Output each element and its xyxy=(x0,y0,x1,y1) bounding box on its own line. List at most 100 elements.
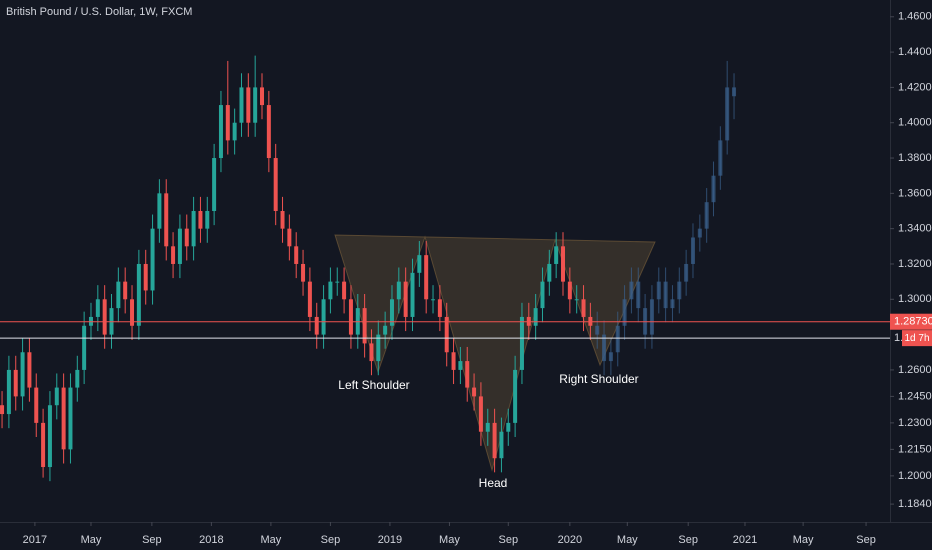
candle-body xyxy=(608,352,613,362)
x-tick-label: 2017 xyxy=(23,534,47,546)
candle-body xyxy=(697,228,702,238)
candle-body xyxy=(212,158,217,212)
candle-body xyxy=(239,87,244,123)
candle-body xyxy=(362,308,367,344)
candle-body xyxy=(561,246,566,282)
candle-body xyxy=(615,325,620,353)
y-tick-label: 1.36000 xyxy=(898,187,932,199)
candle-body xyxy=(499,431,504,459)
candle-body xyxy=(649,299,654,335)
candle-body xyxy=(465,361,470,388)
candle-body xyxy=(472,387,477,397)
y-tick-label: 1.24500 xyxy=(898,390,932,402)
candle-body xyxy=(396,281,401,300)
candle-body xyxy=(273,158,278,212)
candle-body xyxy=(540,281,545,309)
y-tick-label: 1.18400 xyxy=(898,498,932,510)
candle-body xyxy=(68,387,73,450)
y-tick-label: 1.30000 xyxy=(898,293,932,305)
candle-body xyxy=(725,87,730,141)
candle-body xyxy=(376,334,381,362)
x-tick-label: May xyxy=(793,534,814,546)
candle-body xyxy=(294,246,299,264)
candle-body xyxy=(150,228,155,291)
candle-body xyxy=(136,263,141,326)
x-tick-label: 2019 xyxy=(378,534,402,546)
candle-body xyxy=(704,202,709,229)
y-tick-label: 1.40000 xyxy=(898,117,932,129)
candle-body xyxy=(20,352,25,397)
candle-body xyxy=(732,87,737,97)
candle-body xyxy=(6,369,11,415)
y-tick-label: 1.46000 xyxy=(898,11,932,23)
candle-body xyxy=(116,281,121,309)
candle-body xyxy=(581,299,586,317)
candle-body xyxy=(260,87,265,106)
candle-body xyxy=(519,316,524,370)
candle-body xyxy=(171,246,176,264)
annotation: Right Shoulder xyxy=(559,372,638,386)
candle-body xyxy=(513,369,518,423)
x-tick-label: Sep xyxy=(498,534,518,546)
candle-body xyxy=(280,211,285,229)
candle-body xyxy=(27,352,32,388)
candle-body xyxy=(417,255,422,273)
candle-body xyxy=(656,281,661,300)
candle-body xyxy=(198,211,203,229)
candle-body xyxy=(314,316,319,335)
candle-body xyxy=(629,281,634,300)
x-tick-label: May xyxy=(617,534,638,546)
candle-body xyxy=(335,281,340,283)
candle-body xyxy=(485,422,490,432)
price-label: 1.28730 xyxy=(894,316,932,328)
candle-body xyxy=(342,281,347,300)
candle-body xyxy=(554,246,559,264)
candle-body xyxy=(410,272,415,317)
candle-body xyxy=(301,263,306,282)
candle-body xyxy=(383,325,388,335)
y-tick-label: 1.34000 xyxy=(898,223,932,235)
candle-body xyxy=(595,325,600,335)
candle-body xyxy=(478,396,483,432)
candle-body xyxy=(164,193,169,247)
candle-body xyxy=(177,228,182,264)
candle-body xyxy=(444,316,449,353)
candle-body xyxy=(348,299,353,335)
candle-body xyxy=(232,122,237,141)
candle-body xyxy=(567,281,572,300)
candle-body xyxy=(328,281,333,300)
candle-body xyxy=(663,281,668,309)
candle-body xyxy=(403,281,408,317)
candle-body xyxy=(0,405,5,415)
candle-body xyxy=(75,369,80,388)
candle-body xyxy=(218,105,223,159)
candle-body xyxy=(321,299,326,335)
candle-body xyxy=(690,237,695,264)
candle-body xyxy=(574,299,579,301)
annotation: Left Shoulder xyxy=(338,378,409,392)
candle-body xyxy=(184,228,189,247)
candle-body xyxy=(711,175,716,203)
price-label: 1. xyxy=(894,332,903,344)
countdown-label: 1d 7h xyxy=(904,333,929,344)
candle-body xyxy=(684,263,689,282)
candle-body xyxy=(718,140,723,176)
candle-body xyxy=(130,299,135,326)
x-tick-label: Sep xyxy=(142,534,162,546)
y-tick-label: 1.23000 xyxy=(898,417,932,429)
candle-body xyxy=(533,308,538,326)
candle-body xyxy=(622,299,627,326)
x-tick-label: 2020 xyxy=(558,534,582,546)
price-label-box xyxy=(890,313,932,330)
candle-body xyxy=(82,325,87,370)
candle-body xyxy=(191,211,196,247)
candle-body xyxy=(102,299,107,335)
candle-body xyxy=(506,422,511,432)
candle-body xyxy=(13,369,18,397)
candle-body xyxy=(253,87,258,123)
candle-body xyxy=(225,105,230,141)
candle-body xyxy=(636,281,641,309)
